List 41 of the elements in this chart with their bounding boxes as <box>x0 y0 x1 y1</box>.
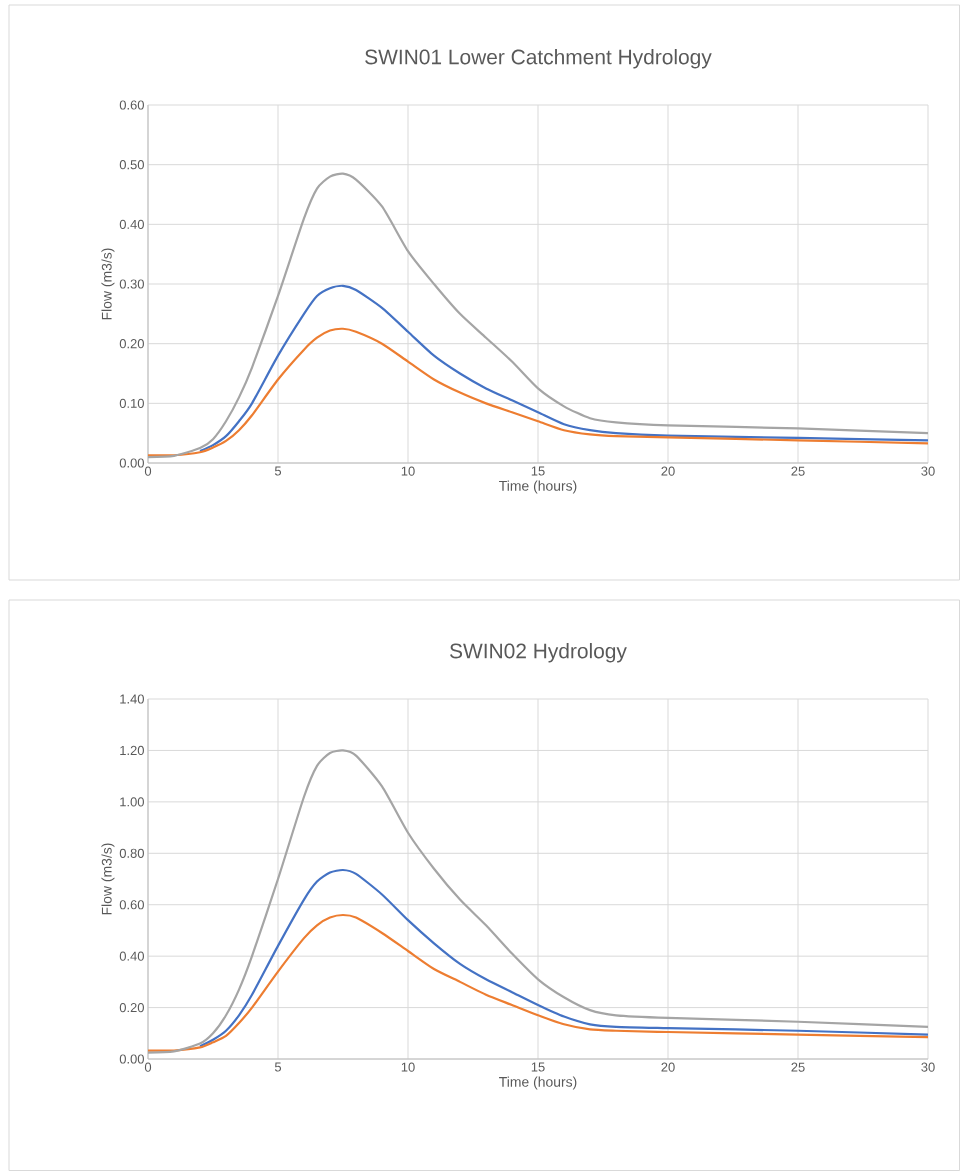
x-axis-title: Time (hours) <box>499 1076 577 1090</box>
x-tick-label: 5 <box>274 466 282 476</box>
line-series <box>198 868 928 1048</box>
x-tick-label: 15 <box>531 1062 545 1072</box>
x-tick-label: 10 <box>401 466 415 476</box>
x-tick-label: 20 <box>661 1062 675 1072</box>
y-tick-label: 0.40 <box>119 219 144 229</box>
y-tick-label: 1.00 <box>120 797 144 807</box>
y-tick-label: 0.00 <box>119 1054 144 1064</box>
y-tick-label: 0.60 <box>119 100 144 110</box>
x-tick-label: 10 <box>401 1062 415 1072</box>
line-series <box>148 172 928 459</box>
y-tick-label: 0.60 <box>119 900 144 910</box>
x-tick-label: 0 <box>144 466 152 476</box>
x-tick-label: 30 <box>921 1062 935 1072</box>
x-tick-label: 25 <box>791 1062 805 1072</box>
line-series <box>148 913 928 1052</box>
y-tick-label: 0.30 <box>119 279 144 289</box>
x-tick-label: 30 <box>921 466 935 476</box>
x-tick-label: 20 <box>661 466 675 476</box>
line-series <box>198 284 928 453</box>
x-tick-label: 25 <box>791 466 805 476</box>
y-tick-label: 0.20 <box>119 1003 144 1013</box>
y-tick-label: 0.10 <box>119 398 144 408</box>
x-tick-label: 5 <box>274 1062 282 1072</box>
line-series <box>148 749 928 1054</box>
chart-title: SWIN01 Lower Catchment Hydrology <box>365 49 712 69</box>
x-tick-label: 0 <box>144 1062 152 1072</box>
y-tick-label: 0.00 <box>119 458 144 468</box>
y-tick-label: 0.20 <box>119 339 144 349</box>
chart-title: SWIN02 Hydrology <box>450 643 627 663</box>
x-axis-title: Time (hours) <box>499 480 577 494</box>
y-tick-label: 1.20 <box>120 745 144 756</box>
y-axis-title: Flow (m3/s) <box>101 248 115 320</box>
y-tick-label: 0.50 <box>119 160 144 170</box>
y-tick-label: 0.40 <box>119 951 144 961</box>
x-tick-label: 15 <box>531 466 545 476</box>
line-series <box>148 327 928 457</box>
y-tick-label: 0.80 <box>119 848 144 858</box>
y-axis-title: Flow (m3/s) <box>101 843 115 915</box>
y-tick-label: 1.40 <box>120 694 144 704</box>
